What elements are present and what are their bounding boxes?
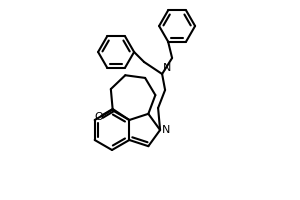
Text: N: N <box>163 63 172 73</box>
Text: N: N <box>162 125 170 135</box>
Text: O: O <box>94 112 103 122</box>
